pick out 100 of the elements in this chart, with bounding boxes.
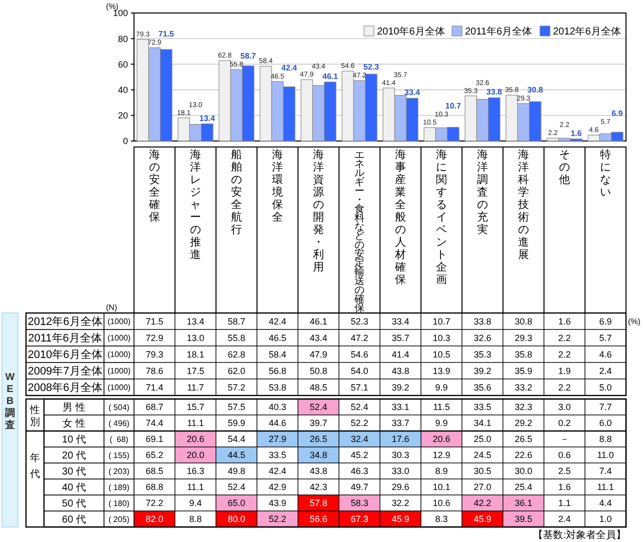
- data-label: 69.1: [146, 434, 164, 444]
- data-label: 47.9: [310, 349, 328, 360]
- data-label: 32.6: [474, 332, 492, 343]
- category-label: 海洋資源の開発・利用: [313, 149, 324, 274]
- data-label: 20.6: [186, 434, 204, 444]
- data-label: 33.7: [392, 418, 410, 428]
- data-label: 5.7: [599, 332, 612, 343]
- data-label: 10.3: [432, 332, 450, 343]
- data-label: 59.9: [228, 418, 246, 428]
- data-label: 45.9: [392, 514, 410, 524]
- data-label: 29.2: [514, 418, 532, 428]
- y2-tick-label: ( 496): [108, 418, 130, 428]
- data-label: 32.2: [392, 498, 410, 508]
- data-label: 43.9: [268, 498, 286, 508]
- y2-tick-label: (1000): [107, 317, 131, 326]
- data-label: 62.8: [228, 349, 246, 360]
- data-label: 54.0: [350, 366, 368, 376]
- y-tick-label: 80: [118, 34, 128, 44]
- y2-tick-label: ( 68): [110, 434, 129, 444]
- data-label: 13.4: [186, 316, 204, 326]
- legend-label: 2011年6月全体: [465, 26, 532, 38]
- data-label: 27.9: [268, 434, 286, 444]
- data-label: 44.5: [228, 450, 246, 460]
- data-label: 2.5: [558, 466, 571, 476]
- data-label: 33.8: [474, 316, 492, 326]
- y2-tick-label: ( 180): [108, 498, 130, 508]
- text: (N): [106, 303, 118, 312]
- data-label: 26.5: [310, 434, 328, 444]
- data-label: 4.4: [599, 498, 612, 508]
- data-label: 74.4: [146, 418, 164, 428]
- x-tick-label: 海洋調査の充実: [477, 149, 488, 236]
- data-label: 65.0: [228, 498, 246, 508]
- data-label: 6.0: [599, 418, 612, 428]
- data-label: 71.4: [146, 382, 164, 392]
- data-label: 33.8: [486, 88, 502, 97]
- data-label: 33.5: [268, 450, 286, 460]
- data-label: 32.4: [350, 434, 368, 444]
- data-label: 26.5: [514, 434, 532, 444]
- data-label: 35.8: [514, 349, 532, 360]
- data-label: 18.1: [186, 349, 204, 360]
- x-tick-label: 海の安全確保: [148, 149, 160, 224]
- data-label: 30.8: [514, 316, 532, 326]
- y-tick-label: 2010年6月全体: [28, 349, 102, 362]
- data-label: 8.3: [435, 514, 448, 524]
- data-label: 10.7: [445, 102, 462, 111]
- data-label: 54.4: [228, 434, 246, 444]
- data-label: 16.3: [186, 466, 204, 476]
- data-label: 72.9: [146, 332, 164, 343]
- data-label: 44.6: [268, 418, 286, 428]
- data-label: 33.5: [474, 402, 492, 412]
- data-label: 53.8: [268, 382, 286, 392]
- data-label: 41.4: [392, 349, 410, 360]
- data-label: 42.2: [474, 498, 492, 508]
- data-label: 52.3: [350, 316, 368, 326]
- y-tick-label: 0: [122, 136, 128, 146]
- data-label: 36.1: [514, 498, 532, 508]
- y-axis-title: (%): [106, 2, 119, 11]
- data-label: 46.1: [322, 72, 338, 81]
- data-label: 20.0: [186, 450, 204, 460]
- data-label: 7.4: [599, 466, 612, 476]
- data-label: 72.2: [146, 498, 164, 508]
- x-tick-label: 特にない: [600, 149, 611, 198]
- data-label: 0.6: [558, 450, 571, 460]
- data-label: 42.9: [268, 482, 286, 492]
- data-label: 25.4: [514, 482, 532, 492]
- y-tick-label: 40: [118, 84, 128, 95]
- legend-label: 2012年6月全体: [553, 26, 621, 38]
- data-label: 33.4: [404, 88, 420, 98]
- data-label: 79.3: [146, 349, 164, 360]
- data-label: 57.5: [228, 402, 246, 412]
- y-tick-label: 20: [118, 110, 128, 121]
- category-label: 海に関するイベント企画: [436, 149, 447, 286]
- y-tick-label: 40 代: [62, 482, 86, 494]
- text: －: [560, 434, 569, 444]
- y2-tick-label: ( 205): [108, 514, 130, 524]
- data-label: 45.9: [474, 514, 492, 524]
- data-label: 30.8: [527, 85, 544, 94]
- data-label: 49.8: [228, 466, 246, 476]
- data-label: 9.9: [435, 418, 448, 428]
- data-label: 58.4: [268, 349, 286, 360]
- data-label: 25.0: [474, 434, 492, 444]
- data-label: 35.3: [474, 349, 492, 360]
- y2-tick-label: ( 504): [108, 402, 130, 412]
- data-label: 43.8: [310, 466, 328, 476]
- text: 年代: [29, 452, 40, 480]
- data-label: 13.0: [186, 332, 204, 343]
- data-label: 52.4: [228, 482, 246, 492]
- data-label: 57.8: [310, 498, 328, 508]
- x-tick-label: 海洋環境保全: [271, 149, 283, 224]
- data-label: 49.7: [350, 482, 368, 492]
- data-label: 3.0: [558, 402, 571, 412]
- data-label: 39.7: [310, 418, 328, 428]
- data-label: 35.6: [474, 382, 492, 392]
- data-label: 39.2: [474, 366, 492, 376]
- y-tick-label: 2012年6月全体: [28, 316, 102, 328]
- data-label: 65.2: [146, 450, 164, 460]
- data-label: 29.3: [514, 332, 532, 343]
- data-label: 40.3: [268, 402, 286, 412]
- data-label: 58.3: [350, 498, 368, 508]
- data-label: 17.5: [186, 366, 204, 376]
